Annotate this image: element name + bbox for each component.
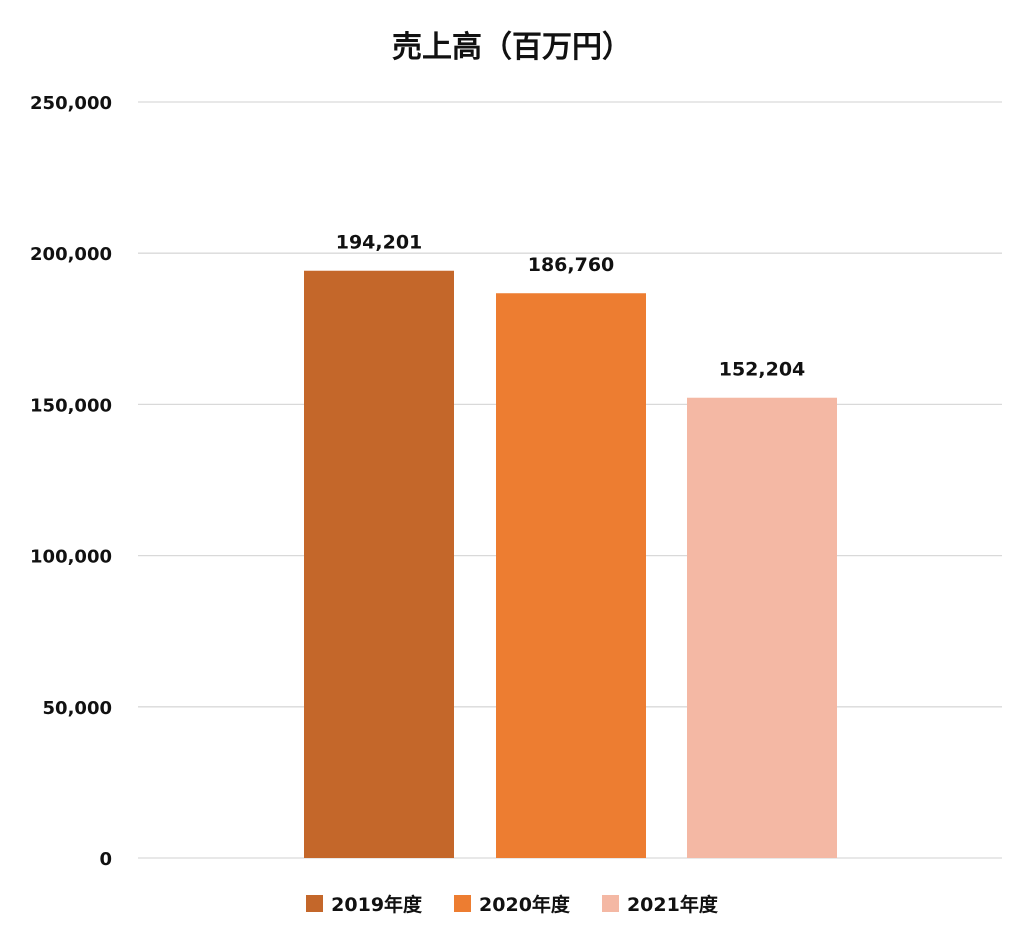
legend-swatch [454, 895, 472, 912]
legend-label: 2021年度 [626, 894, 718, 916]
legend-swatch [601, 895, 619, 912]
y-tick-label: 100,000 [30, 547, 112, 568]
legend-item: 2021年度 [601, 890, 718, 917]
bar-chart: 0 50,000 100,000 150,000 200,000 250,000 194,2… [30, 93, 1002, 870]
y-tick-label: 0 [99, 849, 112, 870]
y-tick-label: 150,000 [30, 395, 112, 416]
y-tick-label: 50,000 [43, 698, 112, 719]
legend-label: 2020年度 [479, 894, 570, 916]
bar-1 [304, 270, 454, 858]
legend-item: 2020年度 [454, 890, 570, 917]
bar-3 [687, 397, 837, 858]
chart-title: 売上高（百万円） [392, 30, 632, 65]
y-tick-label: 200,000 [30, 244, 112, 265]
chart-legend: 2019年度 2020年度 2021年度 [0, 890, 1024, 917]
data-label: 194,201 [336, 232, 423, 254]
legend-swatch [306, 895, 324, 912]
legend-label: 2019年度 [331, 894, 423, 916]
y-tick-label: 250,000 [30, 93, 112, 114]
legend-item: 2019年度 [306, 890, 422, 917]
data-label: 152,204 [719, 359, 806, 381]
bar-2 [496, 293, 646, 858]
data-label: 186,760 [528, 254, 615, 276]
